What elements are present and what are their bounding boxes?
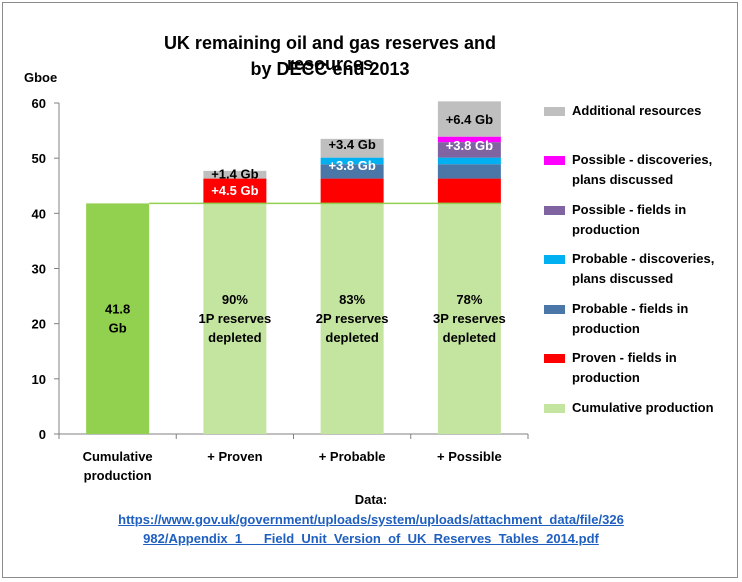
data-label: +4.5 Gb [211,183,258,198]
x-category-label: production [84,468,152,483]
data-label: Gb [109,321,127,336]
y-tick-label: 0 [39,427,46,442]
legend-label: Additional resources [572,103,702,118]
y-axis-unit-label: Gboe [24,70,58,85]
bar-segment-probable-fields-in-production [437,164,501,179]
legend-label: Proven - fields in production [572,350,677,385]
legend-swatch [544,255,565,264]
bar-segment-possible-fields-in-production [437,142,501,158]
bar-segment-cumulative-production [437,203,501,434]
bar-segment-probable-discoveries-plans-discussed [320,157,384,165]
source-link-line-1[interactable]: https://www.gov.uk/government/uploads/sy… [0,512,742,527]
bar-segment-cumulative-production [86,203,150,434]
data-label: +3.8 Gb [446,138,493,153]
data-label: depleted [443,330,497,345]
data-label: +3.8 Gb [328,158,375,173]
legend-label: Probable - discoveries, plans discussed [572,251,715,286]
bar-segment-possible-discoveries-plans-discussed [437,136,501,143]
data-label: +6.4 Gb [446,112,493,127]
x-category-label: + Possible [437,449,502,464]
data-label: depleted [325,330,379,345]
data-label: 90% [222,292,248,307]
data-label: 1P reserves [198,311,271,326]
legend-label: Probable - fields in production [572,301,689,336]
x-category-label: + Probable [319,449,386,464]
data-label: +1.4 Gb [211,167,258,182]
source-link-part-2[interactable]: 982/Appendix_1___Field_Unit_Version_of_U… [143,531,599,546]
legend-swatch [544,404,565,413]
data-label: 2P reserves [316,311,389,326]
y-tick-label: 30 [32,262,46,277]
bar-segment-cumulative-production [320,203,384,434]
legend-label: Possible - discoveries, plans discussed [572,152,713,187]
source-label: Data: [354,492,388,507]
bar-segment-additional-resources [203,170,267,179]
bar-segment-probable-discoveries-plans-discussed [437,157,501,165]
bar-segment-additional-resources [320,138,384,158]
data-label: 3P reserves [433,311,506,326]
data-label: 41.8 [105,302,130,317]
bar-segment-additional-resources [437,101,501,137]
y-tick-label: 60 [32,96,46,111]
data-label: +3.4 Gb [328,137,375,152]
chart-title-line-2: by DECC end 2013 [250,59,410,79]
data-label: 83% [339,292,365,307]
y-tick-label: 20 [32,317,46,332]
legend-swatch [544,206,565,215]
data-label: 78% [456,292,482,307]
x-category-label: Cumulative [83,449,153,464]
y-tick-label: 40 [32,206,46,221]
legend-label: Cumulative production [572,400,714,415]
bar-segment-proven-fields-in-production [203,178,267,204]
bar-segment-probable-fields-in-production [320,164,384,179]
data-label: depleted [208,330,262,345]
bar-chart: 0 10 20 30 40 50 60 Cumulative production + Prove… [32,96,529,483]
legend-label: Possible - fields in production [572,202,687,237]
legend-swatch [544,156,565,165]
source-link-part-1[interactable]: https://www.gov.uk/government/uploads/sy… [118,512,624,527]
source-link-line-2[interactable]: 982/Appendix_1___Field_Unit_Version_of_U… [0,531,742,546]
legend-swatch [544,305,565,314]
bar-segment-proven-fields-in-production [320,178,384,204]
y-tick-label: 50 [32,151,46,166]
legend-swatch [544,354,565,363]
legend-swatch [544,107,565,116]
x-category-label: + Proven [207,449,262,464]
chart-title-line-1: UK remaining oil and gas reserves and re… [163,33,497,74]
y-tick-label: 10 [32,372,46,387]
bar-segment-cumulative-production [203,203,267,434]
bar-segment-proven-fields-in-production [437,178,501,204]
